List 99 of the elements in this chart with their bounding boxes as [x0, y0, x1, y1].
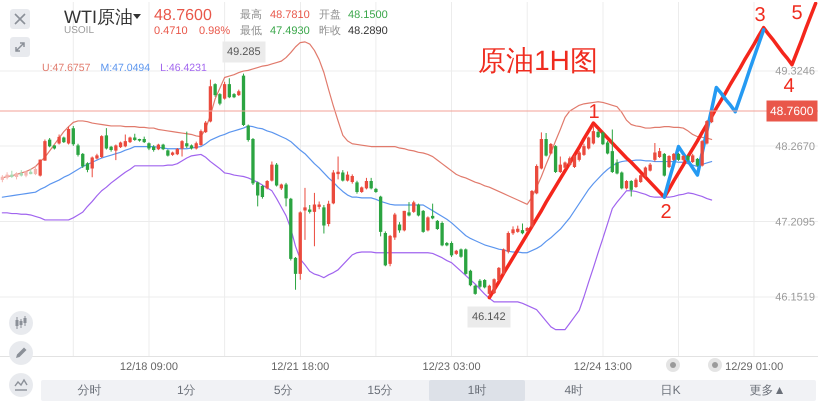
annotation: 0.98%	[199, 24, 230, 36]
annotation: 47.4930	[270, 24, 310, 36]
annotation: 昨收	[319, 24, 341, 36]
line-series	[2, 154, 712, 330]
candlestick	[686, 154, 690, 162]
candlestick	[549, 142, 553, 155]
annotation: USOIL	[64, 25, 94, 36]
candlestick	[402, 210, 406, 232]
text: 49.285	[227, 46, 261, 58]
candlestick	[341, 170, 344, 182]
y-tick-label: 47.2095	[775, 216, 815, 228]
text: M:47.0494	[100, 62, 150, 74]
candlestick	[554, 144, 558, 174]
candlestick	[430, 203, 434, 220]
candlestick	[691, 153, 694, 164]
ref-line-label: 48.7600	[770, 104, 814, 118]
line-series	[2, 125, 712, 254]
candlestick	[322, 204, 326, 234]
candlestick	[398, 222, 402, 234]
annotation: 3	[754, 4, 766, 26]
candlestick	[426, 216, 430, 232]
y-tick-label: 49.3246	[775, 66, 815, 78]
candlestick	[284, 182, 288, 207]
text: 更多▲	[748, 383, 786, 397]
candlestick	[682, 154, 685, 162]
annotation: 2	[660, 201, 672, 223]
x-tick-label: 12/23 03:00	[422, 361, 481, 374]
candlestick	[407, 202, 411, 217]
text: 日K	[660, 383, 682, 397]
text: 4时	[563, 383, 584, 397]
annotation: 1	[588, 101, 600, 123]
x-tick-label: 12/21 18:00	[271, 361, 330, 374]
x-tick-label: 12/24 13:00	[574, 361, 632, 374]
candlestick	[370, 177, 373, 190]
text: L:46.4231	[160, 62, 207, 74]
text: U:47.6757	[42, 62, 90, 74]
text: 15分	[366, 383, 394, 397]
candlestick	[662, 152, 666, 178]
annotation: 48.2890	[348, 24, 388, 36]
candlestick	[24, 170, 28, 178]
x-tick-label: 12/29 01:00	[725, 361, 784, 374]
candlestick	[34, 166, 38, 176]
candlestick	[374, 187, 378, 194]
text: 1时	[466, 383, 488, 397]
annotation: 4	[783, 75, 795, 97]
y-tick-label: 46.1519	[775, 292, 815, 304]
candlestick	[62, 136, 66, 144]
x-tick-label: 12/18 09:00	[120, 361, 178, 374]
candlestick	[454, 249, 458, 256]
candlestick	[66, 126, 70, 145]
text: 分时	[76, 383, 102, 397]
candlestick	[20, 170, 23, 178]
annotation: 0.4710	[154, 24, 188, 36]
y-tick-label: 48.2670	[775, 140, 815, 153]
annotation: 48.1500	[348, 8, 388, 20]
annotation: WTI原油	[64, 7, 133, 27]
candlestick	[156, 143, 160, 151]
candlestick	[326, 200, 330, 227]
candlestick	[57, 134, 61, 145]
candlestick	[303, 187, 307, 240]
text: 5分	[272, 383, 294, 397]
candlestick	[237, 89, 240, 97]
text: 1分	[176, 383, 197, 397]
candlestick	[280, 183, 283, 191]
annotation: 最高	[240, 8, 262, 20]
candlestick	[624, 180, 628, 190]
candlestick	[161, 143, 165, 151]
candlestick	[544, 132, 548, 158]
candlestick	[412, 200, 416, 214]
annotation: 最低	[240, 24, 262, 36]
candlestick	[166, 148, 170, 158]
candlestick	[526, 226, 529, 233]
candlestick	[630, 180, 633, 197]
candlestick	[265, 180, 269, 190]
candlestick	[180, 140, 184, 158]
candlestick	[676, 152, 680, 162]
candlestick	[378, 195, 382, 237]
annotation: 5	[791, 2, 803, 24]
candlestick	[10, 170, 14, 178]
text: 46.142	[472, 311, 506, 323]
candlestick	[482, 278, 486, 289]
line-series	[2, 41, 712, 205]
candlestick	[298, 210, 302, 280]
annotation: 开盘	[319, 8, 341, 20]
annotation: 48.7810	[270, 8, 310, 20]
candlestick	[384, 230, 388, 267]
candlestick	[270, 161, 274, 182]
text: 原油1H图	[478, 44, 598, 76]
candlestick	[308, 204, 312, 214]
candlestick	[72, 125, 75, 146]
candlestick	[208, 79, 212, 123]
candlestick	[14, 172, 18, 180]
candlestick	[696, 157, 700, 168]
candlestick	[274, 162, 278, 187]
candlestick	[222, 81, 226, 100]
candlestick	[520, 223, 524, 235]
candlestick	[29, 168, 32, 175]
candlestick	[355, 180, 359, 194]
annotation: 48.7600	[154, 7, 212, 24]
